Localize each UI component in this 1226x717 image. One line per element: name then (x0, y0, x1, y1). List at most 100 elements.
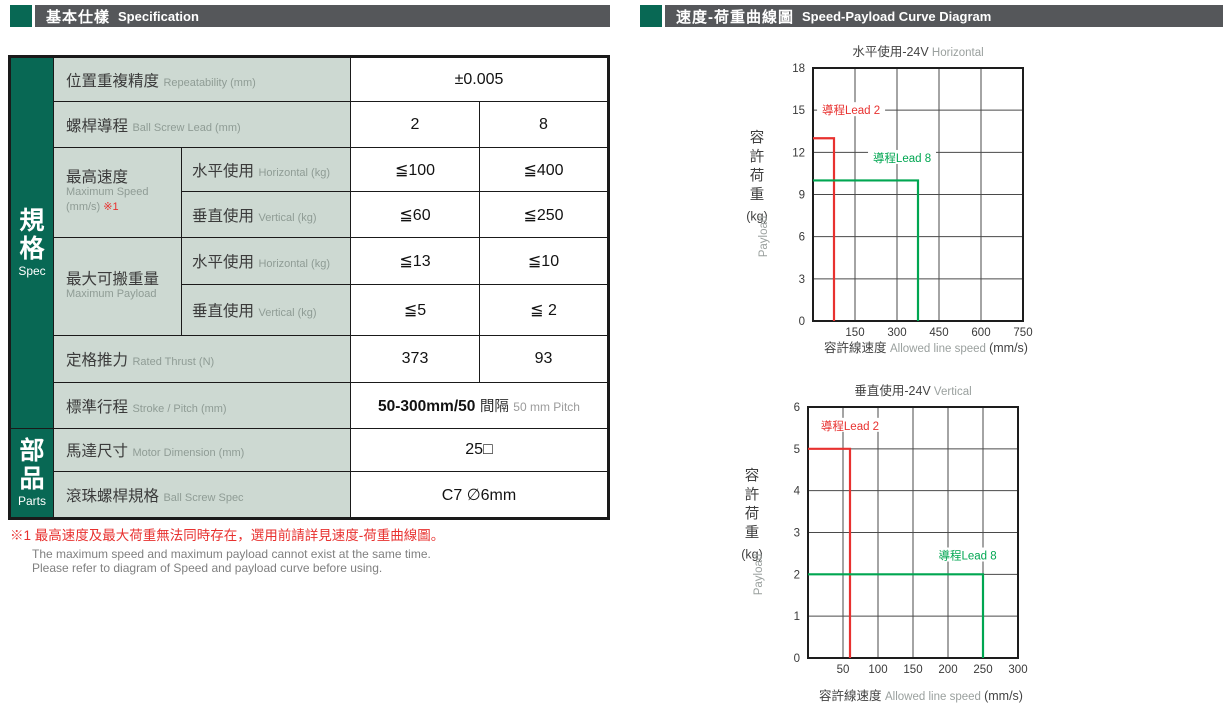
sidebar-parts: 部品 Parts (9, 428, 54, 519)
table-row: 最大可搬重量 Maximum Payload 水平使用 Horizontal (… (10, 237, 609, 336)
label-repeatability: 位置重複精度 Repeatability (mm) (53, 56, 351, 102)
label-max-payload-horizontal: 水平使用 Horizontal (kg) (181, 237, 351, 285)
svg-text:9: 9 (799, 190, 805, 202)
table-row: 最高速度 Maximum Speed (mm/s) ※1 水平使用 Horizo… (10, 147, 609, 238)
speed-payload-chart-horizontal: 導程Lead 2 導程Lead 8 0 3 6 9 12 15 18 150 300 450 600 75… (640, 36, 1080, 370)
svg-text:50: 50 (837, 664, 850, 676)
spec-section-header: 基本仕樣 Specification (10, 5, 610, 27)
curve-header-en: Speed-Payload Curve Diagram (802, 8, 992, 24)
svg-text:重: 重 (750, 187, 765, 204)
speed-payload-chart-vertical: 導程Lead 2 導程Lead 8 0 1 2 3 4 5 6 50 100 150 200 250 300… (640, 378, 1080, 716)
svg-text:(kg): (kg) (741, 548, 763, 562)
curve-header-bar: 速度-荷重曲線圖 Speed-Payload Curve Diagram (665, 5, 1223, 27)
svg-text:許: 許 (750, 149, 765, 166)
spec-header-en: Specification (118, 8, 199, 24)
footnote-en-line2: Please refer to diagram of Speed and pay… (32, 561, 383, 575)
svg-text:容: 容 (750, 130, 765, 147)
label-motor-dimension: 馬達尺寸 Motor Dimension (mm) (53, 428, 351, 472)
label-ball-screw-lead: 螺桿導程 Ball Screw Lead (mm) (53, 101, 351, 148)
footnote-mark: ※1 (103, 201, 119, 213)
value-lead-8: 8 (479, 101, 609, 148)
svg-text:0: 0 (794, 653, 800, 665)
value-max-payload-v-lead8: ≦ 2 (479, 284, 609, 336)
table-row: 標準行程 Stroke / Pitch (mm) 50-300mm/50 間隔 … (10, 382, 609, 429)
value-stroke: 50-300mm/50 間隔 50 mm Pitch (350, 382, 609, 429)
value-max-speed-h-lead2: ≦100 (350, 147, 480, 192)
table-row: 定格推力 Rated Thrust (N) 373 93 (10, 335, 609, 383)
svg-text:Payload: Payload (758, 216, 770, 258)
table-row: 垂直使用 Vertical (kg) ≦5 ≦ 2 (10, 284, 609, 336)
svg-text:300: 300 (1008, 664, 1027, 676)
svg-text:1: 1 (794, 611, 800, 623)
svg-text:300: 300 (887, 327, 906, 339)
accent-square (640, 5, 662, 27)
svg-text:Payload: Payload (753, 554, 765, 596)
value-max-speed-v-lead8: ≦250 (479, 191, 609, 238)
value-thrust-lead8: 93 (479, 335, 609, 383)
value-lead-2: 2 (350, 101, 480, 148)
svg-text:100: 100 (868, 664, 887, 676)
value-ball-screw-spec: C7 ∅6mm (350, 471, 609, 519)
svg-text:18: 18 (792, 63, 805, 75)
label-max-speed: 最高速度 Maximum Speed (mm/s) ※1 (53, 147, 182, 238)
svg-text:導程Lead 2: 導程Lead 2 (821, 419, 879, 433)
svg-text:垂直使用-24V Vertical: 垂直使用-24V Vertical (854, 383, 971, 398)
svg-text:250: 250 (973, 664, 992, 676)
svg-text:3: 3 (794, 528, 800, 540)
svg-text:6: 6 (799, 232, 805, 244)
label-max-speed-vertical: 垂直使用 Vertical (kg) (181, 191, 351, 238)
value-motor-dimension: 25□ (350, 428, 609, 472)
sidebar-spec-en: Spec (18, 264, 46, 278)
label-max-payload-vertical: 垂直使用 Vertical (kg) (181, 284, 351, 336)
sidebar-spec: 規格 Spec (9, 56, 54, 429)
svg-text:導程Lead 8: 導程Lead 8 (939, 549, 997, 563)
label-rated-thrust: 定格推力 Rated Thrust (N) (53, 335, 351, 383)
svg-text:荷: 荷 (750, 168, 765, 185)
label-max-speed-horizontal: 水平使用 Horizontal (kg) (181, 147, 351, 192)
table-row: 垂直使用 Vertical (kg) ≦60 ≦250 (10, 191, 609, 238)
svg-text:(kg): (kg) (746, 210, 768, 224)
value-repeatability: ±0.005 (350, 56, 609, 102)
svg-text:容: 容 (745, 468, 760, 485)
svg-text:750: 750 (1013, 327, 1032, 339)
sidebar-spec-zh: 規格 (19, 207, 45, 263)
table-row: 規格 Spec 位置重複精度 Repeatability (mm) ±0.005 (9, 56, 609, 429)
svg-text:0: 0 (799, 316, 805, 328)
svg-text:荷: 荷 (745, 506, 760, 523)
svg-text:容許線速度 Allowed line speed (mm/s: 容許線速度 Allowed line speed (mm/s) (824, 340, 1028, 355)
footnote: ※1 最高速度及最大荷重無法同時存在，選用前請詳見速度-荷重曲線圖。 The m… (10, 524, 610, 575)
sidebar-parts-zh: 部品 (19, 437, 45, 493)
svg-text:150: 150 (845, 327, 864, 339)
svg-text:導程Lead 8: 導程Lead 8 (873, 151, 931, 165)
svg-text:6: 6 (794, 402, 800, 414)
svg-text:導程Lead 2: 導程Lead 2 (822, 103, 880, 117)
svg-text:450: 450 (929, 327, 948, 339)
value-max-payload-v-lead2: ≦5 (350, 284, 480, 336)
svg-text:2: 2 (794, 569, 800, 581)
footnote-en-line1: The maximum speed and maximum payload ca… (32, 547, 431, 561)
svg-text:15: 15 (792, 105, 805, 117)
table-row: 部品 Parts 馬達尺寸 Motor Dimension (mm) 25□ (9, 428, 609, 519)
svg-text:重: 重 (745, 525, 760, 542)
svg-text:許: 許 (745, 487, 760, 504)
value-thrust-lead2: 373 (350, 335, 480, 383)
svg-text:12: 12 (792, 147, 805, 159)
label-stroke: 標準行程 Stroke / Pitch (mm) (53, 382, 351, 429)
svg-text:5: 5 (794, 444, 800, 456)
table-row: 螺桿導程 Ball Screw Lead (mm) 2 8 (10, 101, 609, 148)
value-max-speed-v-lead2: ≦60 (350, 191, 480, 238)
curve-section-header: 速度-荷重曲線圖 Speed-Payload Curve Diagram (640, 5, 1223, 27)
svg-text:4: 4 (794, 486, 801, 498)
svg-text:600: 600 (971, 327, 990, 339)
svg-text:200: 200 (938, 664, 957, 676)
footnote-red-line: ※1 最高速度及最大荷重無法同時存在，選用前請詳見速度-荷重曲線圖。 (10, 528, 445, 543)
value-max-payload-h-lead8: ≦10 (479, 237, 609, 285)
accent-square (10, 5, 32, 27)
svg-text:150: 150 (903, 664, 922, 676)
label-ball-screw-spec: 滾珠螺桿規格 Ball Screw Spec (53, 471, 351, 519)
label-max-payload: 最大可搬重量 Maximum Payload (53, 237, 182, 336)
value-max-payload-h-lead2: ≦13 (350, 237, 480, 285)
svg-text:容許線速度 Allowed line speed (mm/s: 容許線速度 Allowed line speed (mm/s) (819, 688, 1023, 703)
spec-header-zh: 基本仕樣 (46, 8, 111, 26)
